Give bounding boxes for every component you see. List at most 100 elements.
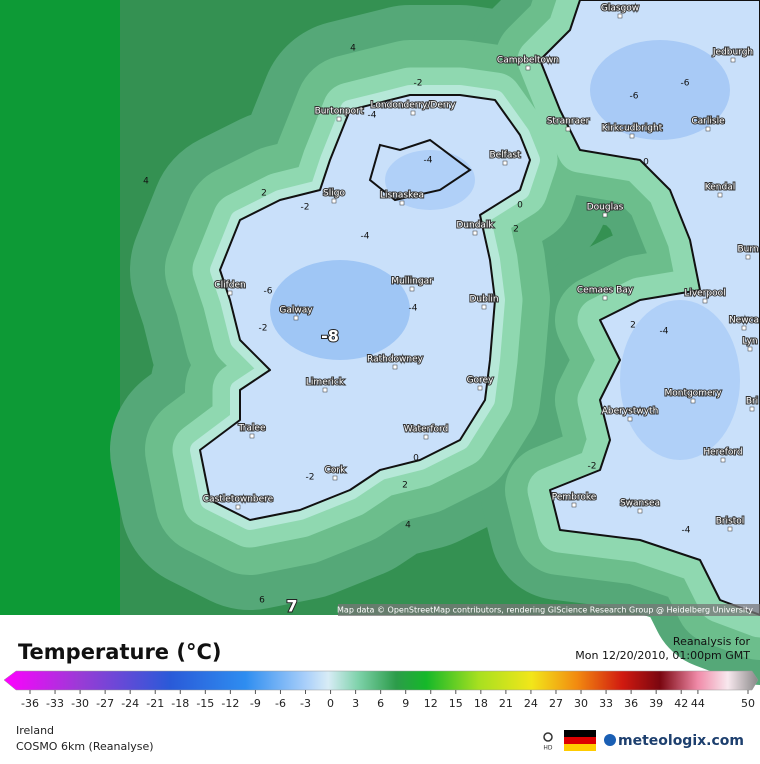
city-label: Aberystwyth bbox=[602, 407, 659, 417]
legend-tick-label: 6 bbox=[377, 697, 384, 710]
city-marker bbox=[235, 504, 241, 510]
city-marker bbox=[409, 286, 415, 292]
city-marker bbox=[727, 526, 733, 532]
contour-label: -2 bbox=[301, 203, 310, 213]
city-label: Jedburgh bbox=[712, 48, 753, 58]
city-label: Castletownbere bbox=[203, 495, 274, 505]
city-marker bbox=[705, 126, 711, 132]
city-marker bbox=[249, 433, 255, 439]
contour-label: 2 bbox=[630, 321, 636, 331]
legend-tick-label: 33 bbox=[599, 697, 613, 710]
city-marker bbox=[331, 198, 337, 204]
contour-label: 0 bbox=[643, 158, 649, 168]
city-marker bbox=[741, 325, 747, 331]
city-label: Liverpool bbox=[684, 289, 725, 299]
city-marker bbox=[690, 398, 696, 404]
brand: meteologix.com bbox=[618, 733, 744, 749]
city-marker bbox=[227, 290, 233, 296]
city-marker bbox=[399, 200, 405, 206]
city-marker bbox=[477, 385, 483, 391]
city-marker bbox=[602, 212, 608, 218]
legend-tick-label: -18 bbox=[171, 697, 189, 710]
legend-tick-label: -15 bbox=[196, 697, 214, 710]
contour-label: 2 bbox=[261, 189, 267, 199]
city-marker bbox=[749, 406, 755, 412]
contour-label: -6 bbox=[264, 287, 273, 297]
contour-label: -6 bbox=[681, 79, 690, 89]
contour-label: 0 bbox=[413, 454, 419, 464]
city-marker bbox=[410, 110, 416, 116]
city-marker bbox=[293, 315, 299, 321]
legend-tick-label: 30 bbox=[574, 697, 588, 710]
model: COSMO 6km (Reanalyse) bbox=[16, 740, 154, 753]
city-marker bbox=[717, 192, 723, 198]
legend-tick-label: -3 bbox=[300, 697, 311, 710]
legend-tick-label: 39 bbox=[649, 697, 663, 710]
legend-tick-label: -30 bbox=[71, 697, 89, 710]
city-marker bbox=[392, 364, 398, 370]
city-label: Carlisle bbox=[691, 117, 725, 127]
city-label: Lyn bbox=[742, 337, 757, 347]
legend-tick-label: 3 bbox=[352, 697, 359, 710]
map bbox=[0, 0, 760, 616]
city-label: Newca bbox=[729, 316, 759, 326]
city-label: Londonderry/Derry bbox=[371, 101, 457, 111]
legend-tick-label: 0 bbox=[327, 697, 334, 710]
city-label: Dundalk bbox=[456, 221, 494, 231]
city-label: Douglas bbox=[587, 203, 624, 213]
contour-label: 2 bbox=[513, 225, 519, 235]
contour-label: -4 bbox=[368, 111, 377, 121]
city-label: Clifden bbox=[214, 281, 245, 291]
city-marker bbox=[617, 13, 623, 19]
contour-label: -4 bbox=[424, 156, 433, 166]
city-marker bbox=[423, 434, 429, 440]
city-label: Sligo bbox=[323, 189, 345, 199]
legend-tick-label: 44 bbox=[691, 697, 705, 710]
hd: HD bbox=[543, 745, 553, 752]
city-label: Kendal bbox=[705, 183, 735, 193]
city-label: Belfast bbox=[489, 151, 521, 161]
city-label: Hereford bbox=[703, 448, 742, 458]
contour-label: 2 bbox=[402, 481, 408, 491]
city-label: Gorey bbox=[467, 376, 495, 386]
city-label: Pembroke bbox=[552, 493, 597, 503]
city-marker bbox=[730, 57, 736, 63]
city-label: Lisnaskea bbox=[380, 191, 424, 201]
city-label: Bri bbox=[746, 397, 758, 407]
contour-label: -2 bbox=[306, 473, 315, 483]
legend-tick-label: -12 bbox=[221, 697, 239, 710]
contour-label: -4 bbox=[660, 327, 669, 337]
contour-label: 6 bbox=[259, 596, 265, 606]
contour-label: -2 bbox=[414, 79, 423, 89]
city-marker bbox=[637, 508, 643, 514]
legend-tick-label: 21 bbox=[499, 697, 513, 710]
legend-tick-label: 50 bbox=[741, 697, 755, 710]
contour-label: -2 bbox=[588, 462, 597, 472]
city-label: Cork bbox=[325, 466, 346, 476]
city-marker bbox=[472, 230, 478, 236]
contour-label: -8 bbox=[321, 327, 339, 346]
legend-tick-label: 15 bbox=[449, 697, 463, 710]
city-label: Campbeltown bbox=[497, 56, 559, 66]
flag bbox=[564, 730, 596, 737]
city-label: Swansea bbox=[620, 499, 660, 509]
city-label: Glasgow bbox=[601, 4, 639, 14]
legend-tick-label: 24 bbox=[524, 697, 538, 710]
legend-tick-label: -36 bbox=[21, 697, 39, 710]
city-label: Mullingar bbox=[391, 277, 433, 287]
city-marker bbox=[629, 133, 635, 139]
city-marker bbox=[745, 254, 751, 260]
city-marker bbox=[702, 298, 708, 304]
city-marker bbox=[332, 475, 338, 481]
contour-label: -4 bbox=[361, 232, 370, 242]
city-marker bbox=[481, 304, 487, 310]
city-marker bbox=[525, 65, 531, 71]
city-label: Montgomery bbox=[664, 389, 722, 399]
city-label: Waterford bbox=[404, 425, 449, 435]
contour-label: 0 bbox=[517, 201, 523, 211]
legend-tick-label: -24 bbox=[121, 697, 139, 710]
contour-label: -2 bbox=[259, 324, 268, 334]
contour-label: 4 bbox=[350, 44, 356, 54]
legend-tick-label: 9 bbox=[402, 697, 409, 710]
